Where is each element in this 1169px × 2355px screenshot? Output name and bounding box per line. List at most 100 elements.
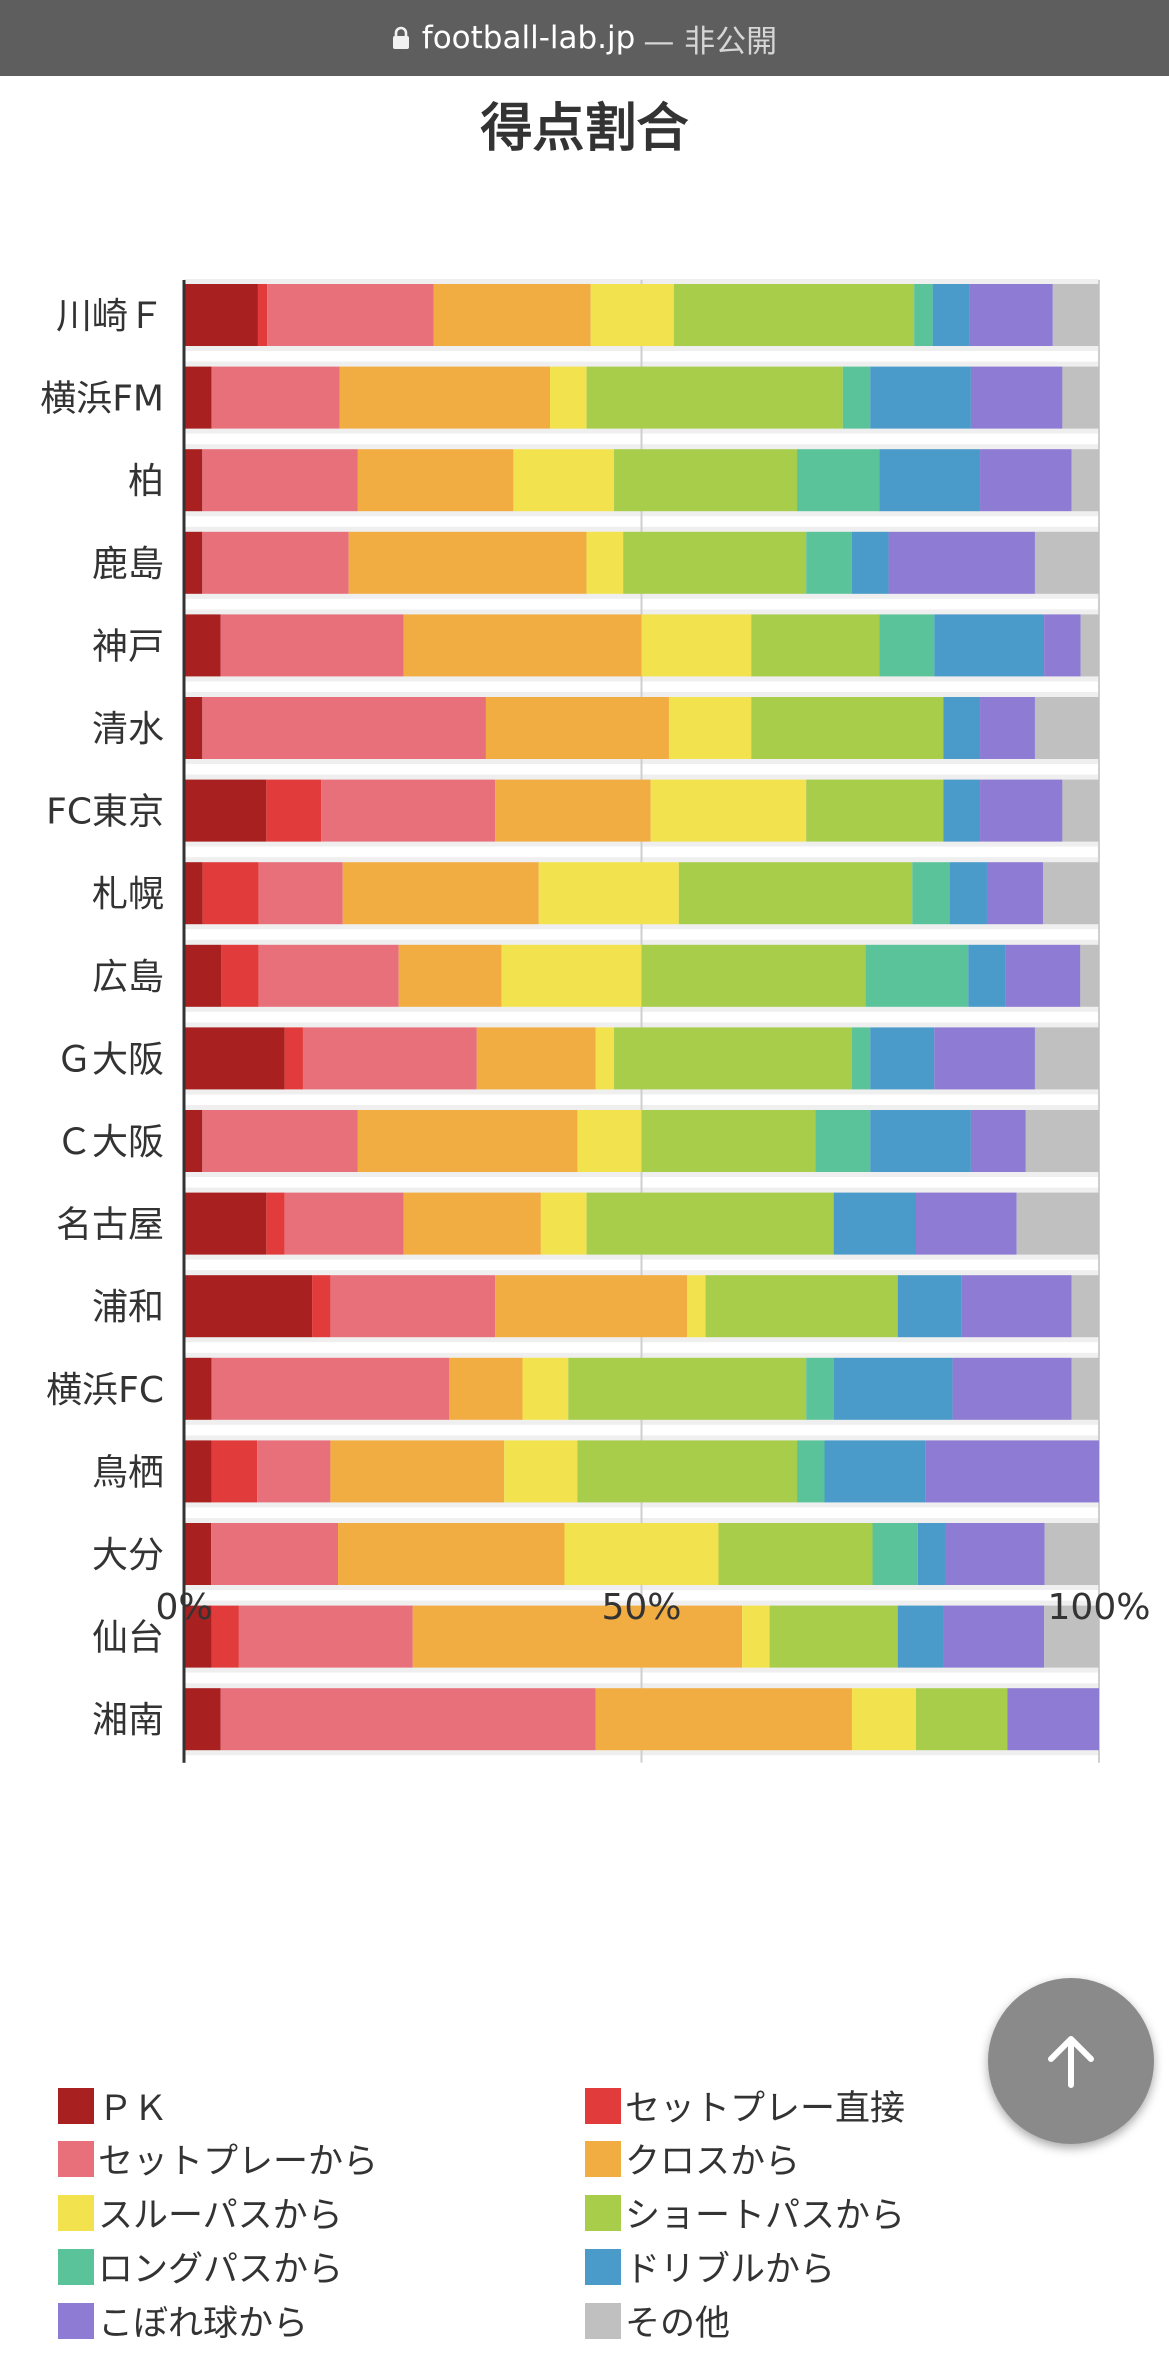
- category-label: 鹿島: [92, 544, 164, 585]
- bar-segment: [513, 449, 615, 512]
- lock-icon: [392, 26, 409, 49]
- bar-segment: [590, 284, 674, 346]
- bar-segment: [266, 1192, 285, 1255]
- bar-segment: [833, 1192, 916, 1255]
- bar-segment: [912, 862, 950, 925]
- bar-segment: [934, 614, 1045, 677]
- bar-segment: [184, 1110, 203, 1172]
- bar-segment: [980, 779, 1063, 842]
- bar-segment: [1044, 1605, 1099, 1668]
- legend-item[interactable]: こぼれ球から: [58, 2295, 308, 2346]
- bar-segment: [614, 449, 798, 512]
- bar-segment: [641, 614, 752, 677]
- bar-segment: [202, 531, 349, 594]
- bar-segment: [202, 862, 259, 925]
- bar-segment: [687, 1275, 706, 1338]
- bar-segment: [184, 1605, 212, 1668]
- bar-segment: [916, 1688, 1008, 1751]
- bar-segment: [1071, 449, 1099, 512]
- category-label: 仙台: [92, 1618, 164, 1659]
- bar-segment: [943, 1605, 1045, 1668]
- bar-segment: [961, 1275, 1072, 1338]
- legend-item[interactable]: ショートパスから: [585, 2187, 905, 2238]
- bar-segment: [851, 531, 889, 594]
- bar-segment: [184, 366, 212, 429]
- bar-segment: [202, 697, 486, 759]
- bar-segment: [184, 862, 203, 925]
- bar-segment: [184, 1275, 313, 1338]
- page-host: football-lab.jp: [421, 20, 636, 56]
- legend-item[interactable]: ＰＫ: [58, 2080, 168, 2131]
- arrow-up-icon: [1048, 2036, 1094, 2088]
- bar-segment: [932, 284, 970, 346]
- legend-swatch: [58, 2140, 94, 2177]
- bar-segment: [614, 1027, 852, 1090]
- bar-segment: [870, 366, 971, 429]
- legend-item[interactable]: ロングパスから: [58, 2241, 343, 2292]
- bar-segment: [879, 614, 935, 677]
- bar-segment: [449, 1357, 523, 1420]
- bar-segment: [751, 614, 880, 677]
- legend-item[interactable]: その他: [585, 2295, 730, 2346]
- category-label: 名古屋: [56, 1205, 164, 1246]
- legend-swatch: [58, 2302, 94, 2339]
- bar-segment: [257, 1440, 331, 1503]
- bar-segment: [1071, 1275, 1099, 1338]
- bar-segment: [1025, 1110, 1099, 1172]
- bar-segment: [403, 1192, 541, 1255]
- bar-segment: [1080, 944, 1099, 1007]
- bar-segment: [211, 1440, 258, 1503]
- bar-segment: [870, 1027, 935, 1090]
- bar-segment: [586, 531, 624, 594]
- x-tick-label: 50%: [601, 1587, 681, 1628]
- bar-segment: [949, 862, 987, 925]
- bar-segment: [550, 366, 587, 429]
- bar-segment: [339, 366, 550, 429]
- category-label: Ｇ大阪: [56, 1039, 164, 1080]
- legend-item[interactable]: ドリブルから: [585, 2241, 835, 2292]
- bar-segment: [433, 284, 591, 346]
- bar-segment: [184, 614, 221, 677]
- bar-segment: [257, 284, 268, 346]
- category-label: 清水: [92, 709, 164, 750]
- browser-address-bar[interactable]: football-lab.jp — 非公開: [0, 0, 1169, 76]
- bar-segment: [980, 449, 1072, 512]
- category-label: 鳥栖: [92, 1452, 164, 1493]
- bar-segment: [538, 862, 679, 925]
- bar-segment: [284, 1027, 303, 1090]
- legend-item[interactable]: セットプレー直接: [585, 2080, 905, 2131]
- bar-segment: [1005, 944, 1081, 1007]
- bar-segment: [302, 1027, 477, 1090]
- legend-item[interactable]: クロスから: [585, 2133, 800, 2184]
- bar-segment: [184, 697, 203, 759]
- category-label: 川崎Ｆ: [56, 296, 164, 337]
- bar-segment: [914, 284, 933, 346]
- legend-item[interactable]: セットプレーから: [58, 2133, 378, 2184]
- scroll-to-top-button[interactable]: [988, 1978, 1154, 2144]
- bar-segment: [1007, 1688, 1099, 1751]
- bar-segment: [258, 862, 343, 925]
- x-tick-label: 0%: [155, 1587, 212, 1628]
- bar-segment: [577, 1110, 642, 1172]
- page-title: 得点割合: [480, 99, 689, 159]
- bar-segment: [851, 1027, 871, 1090]
- bar-segment: [872, 1523, 918, 1585]
- bar-segment: [476, 1027, 596, 1090]
- category-label: 横浜FM: [40, 379, 164, 420]
- bar-segment: [797, 1440, 825, 1503]
- bar-segment: [925, 1440, 1099, 1503]
- bar-segment: [917, 1523, 945, 1585]
- bar-segment: [586, 366, 843, 429]
- bar-segment: [1034, 531, 1099, 594]
- legend-label: その他: [625, 2304, 731, 2344]
- legend-item[interactable]: スルーパスから: [58, 2187, 343, 2238]
- bar-segment: [266, 779, 322, 842]
- bar-segment: [357, 449, 514, 512]
- bar-segment: [943, 697, 981, 759]
- bar-segment: [412, 1605, 743, 1668]
- bar-segment: [1071, 1357, 1099, 1420]
- bar-segment: [751, 697, 944, 759]
- bar-segment: [220, 1688, 596, 1751]
- bar-segment: [1042, 862, 1099, 925]
- bar-segment: [357, 1110, 578, 1172]
